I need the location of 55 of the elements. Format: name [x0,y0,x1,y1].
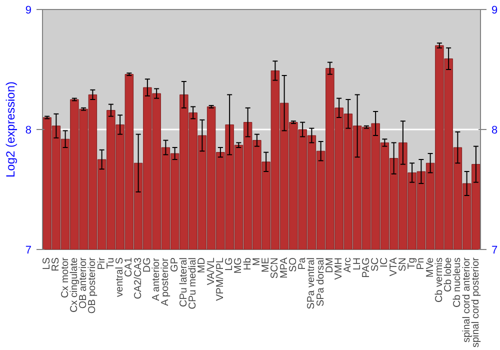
x-tick-label: GP [169,257,180,272]
x-tick-label: OB posterior [87,256,98,314]
x-tick-label: MVe [424,257,436,278]
x-tick-label: Cb vermis [434,257,445,303]
x-tick-label: Cx cingulate [68,257,80,313]
y-tick-label: 8 [25,124,32,136]
x-tick-label: DM [324,257,336,274]
x-tick-label: IC [379,258,390,268]
x-tick-label: OB anterior [78,256,90,309]
x-tick-label: Tu [105,257,116,269]
x-tick-label: LG [224,257,236,271]
x-tick-label: SPa dorsal [315,257,326,306]
x-tick-label: Pn [416,257,427,270]
y-tick-label: 9 [25,4,32,16]
x-tick-label: Pir [96,256,108,270]
y2-tick-label: 9 [492,4,498,16]
x-tick-label: M [251,257,262,266]
x-tick-label: Cb lobe [443,257,454,292]
x-tick-label: SN [397,257,408,272]
x-tick-label: MG [233,257,244,274]
x-tick-label: VTA [388,257,400,276]
x-tick-label: Cb nucleus [452,258,464,308]
x-tick-label: ME [260,257,272,272]
y-axis-title: Log2 (expression) [3,81,18,178]
x-tick-label: spinal cord posterior [470,256,482,348]
x-tick-label: SC [370,257,382,272]
x-tick-label: Hb [242,257,254,270]
x-tick-label: A anterior [151,257,162,301]
x-tick-label: SCN [270,257,281,279]
x-tick-label: CPu medial [188,257,199,310]
y-tick-label: 7 [25,244,32,256]
x-tick-label: spinal cord anterior [461,256,472,343]
x-tick-label: LH [352,257,363,270]
x-tick-label: SPa ventral [306,257,318,310]
y2-tick-label: 7 [492,244,498,256]
x-tick-label: Pa [297,257,308,270]
x-tick-label: CA1 [124,257,135,277]
x-tick-label: VA/VL [206,257,217,286]
x-tick-label: LS [42,257,53,270]
x-tick-label: ventral S [114,257,126,297]
x-tick-label: DG [142,257,153,272]
x-tick-label: Arc [342,258,354,272]
x-tick-label: CPu lateral [178,258,190,307]
x-tick-label: Cx motor [60,256,71,298]
x-tick-label: MPA [278,257,290,278]
x-tick-label: MD [196,257,208,274]
x-tick-label: VMH [334,257,345,280]
x-tick-label: RS [50,257,62,272]
x-tick-label: A posterior [160,257,172,306]
y2-tick-label: 8 [492,124,498,136]
x-tick-label: SO [288,257,299,272]
x-tick-label: VPM/VPL [214,257,226,301]
x-tick-label: CA2/CA3 [132,257,144,300]
x-tick-label: Tg [406,258,418,270]
x-tick-label: PAG [360,257,372,278]
